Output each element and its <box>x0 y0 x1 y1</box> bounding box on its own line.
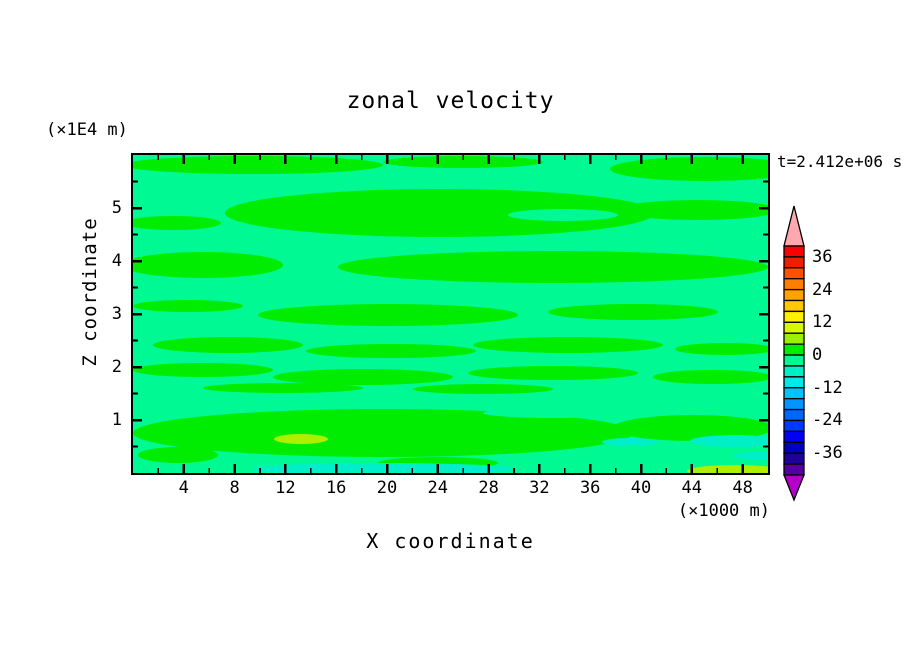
contour-blob <box>568 449 678 463</box>
contour-blob <box>278 254 338 264</box>
colorbar-segment <box>783 278 805 291</box>
z-tick-label: 3 <box>111 304 122 324</box>
colorbar-segment <box>783 321 805 334</box>
colorbar-segment <box>783 430 805 443</box>
contour-blob <box>274 434 328 444</box>
contour-blob <box>413 384 553 394</box>
colorbar-segment <box>783 343 805 356</box>
contour-blob <box>306 344 476 358</box>
colorbar-tick-label: 0 <box>812 345 823 366</box>
x-axis-title: X coordinate <box>366 529 535 553</box>
contour-blob <box>225 189 655 237</box>
z-tick-label: 4 <box>111 251 122 271</box>
contour-blob <box>138 447 218 463</box>
x-tick-label: 8 <box>229 478 240 498</box>
colorbar-segment <box>783 365 805 378</box>
contour-blob <box>133 252 283 278</box>
z-tick-label: 1 <box>111 410 122 430</box>
time-stamp-label: t=2.412e+06 s <box>777 152 903 171</box>
x-tick-label: 20 <box>376 478 398 498</box>
contour-blob <box>133 363 273 377</box>
colorbar-segment <box>783 387 805 400</box>
contour-blob <box>258 304 518 326</box>
contour-blob <box>133 409 633 457</box>
contour-blob <box>548 304 718 320</box>
colorbar-segment <box>783 288 805 302</box>
colorbar-segment <box>783 299 805 313</box>
contour-field-svg <box>133 155 768 473</box>
colorbar-segment <box>783 376 805 389</box>
colorbar-tick-label: 24 <box>812 279 833 300</box>
colorbar-segment <box>783 267 805 280</box>
colorbar-segment <box>783 256 805 269</box>
colorbar-segment <box>783 463 805 476</box>
plot-title: zonal velocity <box>346 88 555 114</box>
x-tick-label: 32 <box>529 478 550 498</box>
colorbar-segment <box>783 354 805 367</box>
colorbar-segment <box>783 452 805 465</box>
contour-blob <box>733 452 768 460</box>
contour-blob <box>153 337 303 353</box>
colorbar-segment <box>783 408 805 422</box>
contour-plot-area <box>131 153 770 475</box>
x-tick-label: 24 <box>427 478 449 498</box>
z-tick-label: 5 <box>111 198 122 218</box>
contour-blob <box>687 465 768 473</box>
colorbar-under-arrow <box>783 474 805 502</box>
x-tick-label: 28 <box>478 478 499 498</box>
colorbar <box>779 203 889 505</box>
contour-blob <box>383 156 543 168</box>
colorbar-segment <box>783 245 805 258</box>
contour-blob <box>653 370 768 384</box>
colorbar-segment <box>783 332 805 345</box>
contour-blob <box>251 463 515 473</box>
contour-blob <box>690 435 768 447</box>
colorbar-segment <box>783 419 805 433</box>
colorbar-tick-label: -12 <box>812 377 843 398</box>
contour-blob <box>133 216 221 230</box>
x-tick-label: 4 <box>178 478 189 498</box>
contour-blob <box>602 438 658 446</box>
colorbar-over-arrow <box>783 205 805 247</box>
x-tick-label: 12 <box>275 478 296 498</box>
colorbar-svg <box>783 205 805 502</box>
colorbar-segment <box>783 441 805 454</box>
x-tick-label: 16 <box>325 478 347 498</box>
colorbar-tick-label: -24 <box>812 410 843 431</box>
colorbar-segment <box>783 398 805 411</box>
contour-blob <box>618 200 768 220</box>
contour-blob <box>133 156 383 174</box>
contour-blob <box>483 408 623 418</box>
x-tick-label: 44 <box>681 478 703 498</box>
contour-blob <box>133 300 243 312</box>
x-axis-unit-label: (×1000 m) <box>677 501 770 521</box>
colorbar-tick-label: -36 <box>812 443 843 464</box>
contour-blob <box>675 343 768 355</box>
x-tick-label: 36 <box>579 478 601 498</box>
contour-blob <box>473 337 663 353</box>
contour-blob <box>508 209 618 221</box>
contour-blob <box>468 366 638 380</box>
z-axis-unit-label: (×1E4 m) <box>46 120 128 140</box>
contour-blob <box>338 251 768 283</box>
x-tick-label: 48 <box>732 478 753 498</box>
colorbar-tick-label: 36 <box>812 246 833 267</box>
z-tick-label: 2 <box>111 357 122 377</box>
contour-blob <box>613 415 768 441</box>
colorbar-segment <box>783 310 805 323</box>
contour-blob <box>273 369 453 385</box>
contour-blob <box>610 157 768 181</box>
x-tick-label: 40 <box>630 478 652 498</box>
colorbar-tick-label: 12 <box>812 312 833 333</box>
z-axis-title: Z coordinate <box>79 217 101 367</box>
contour-blob <box>203 383 363 393</box>
